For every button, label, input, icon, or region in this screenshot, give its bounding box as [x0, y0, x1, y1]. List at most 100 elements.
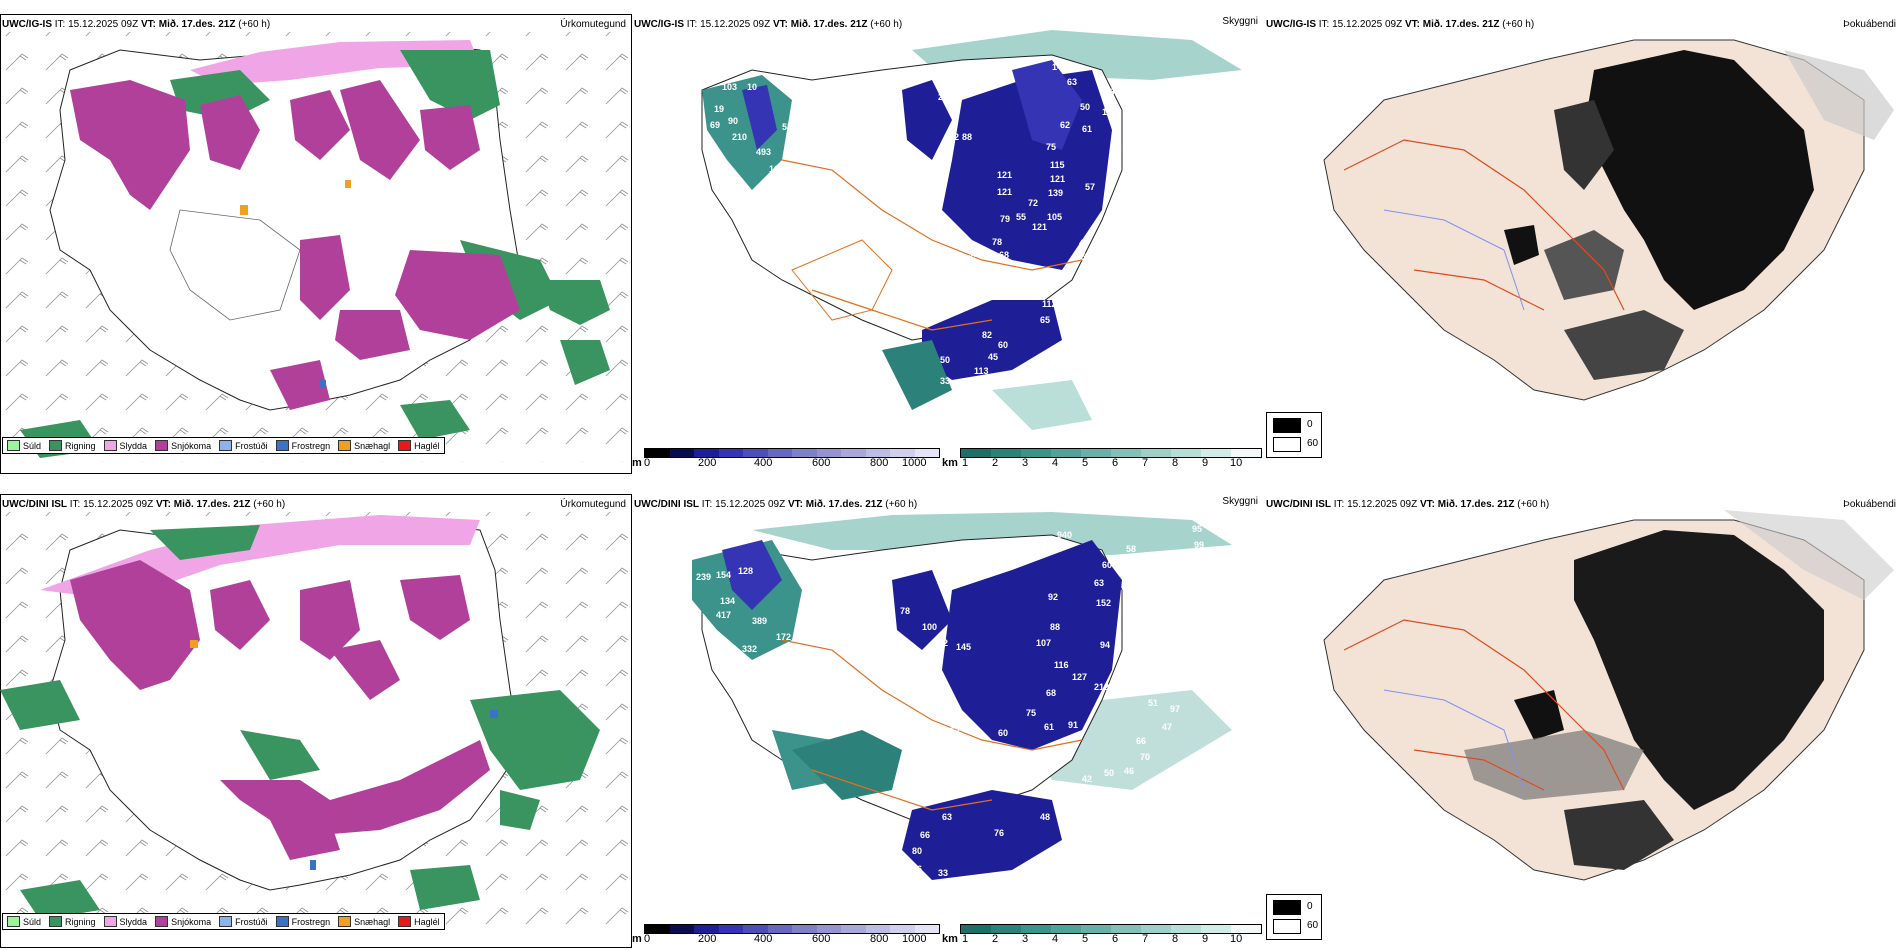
visibility-label: 50	[1080, 102, 1090, 112]
visibility-label: 76	[994, 828, 1004, 838]
label-group: 63 116 106 50 62 61 75 115 121 139 57 10…	[710, 62, 1117, 386]
visibility-label: 55	[1127, 562, 1137, 572]
legend-swatch	[103, 916, 117, 927]
legend-label: Frostúði	[235, 440, 268, 451]
init-time: IT: 15.12.2025 09Z	[1318, 19, 1403, 30]
valid-time: Mið. 17.des. 21Z	[1422, 19, 1500, 30]
visibility-unit: km	[942, 933, 958, 945]
fog-legend-dini: 0 60	[1266, 894, 1322, 940]
fog-legend-label: 60	[1307, 920, 1319, 931]
colorbar-segment	[1021, 925, 1051, 933]
init-time: IT: 15.12.2025 09Z	[69, 499, 154, 510]
precip-map-igis	[1, 32, 629, 462]
visibility-panel-igis: UWC/IG-IS IT: 15.12.2025 09Z VT: Mið. 17…	[632, 10, 1264, 475]
terrain-tick: 800	[870, 933, 889, 945]
legend-item: Frostregn	[275, 440, 330, 451]
legend-item: Haglél	[398, 440, 440, 451]
visibility-label: 127	[1072, 672, 1087, 682]
visibility-label: 94	[1100, 640, 1110, 650]
visibility-colorbar: km 1 2 3 4 5 6 7 8 9 10	[942, 923, 1264, 947]
visibility-tick: 1	[962, 457, 969, 469]
visibility-label: 69	[710, 120, 720, 130]
legend-swatch	[49, 440, 63, 451]
legend-label: Haglél	[414, 440, 440, 451]
valid-time: Mið. 17.des. 21Z	[805, 499, 883, 510]
visibility-label: 10	[747, 82, 757, 92]
colorbar-segment	[1231, 925, 1261, 933]
visibility-label: 14	[1052, 62, 1062, 72]
valid-time: Mið. 17.des. 21Z	[173, 499, 251, 510]
legend-label: Slydda	[119, 440, 148, 451]
visibility-label: 57	[968, 249, 978, 259]
model-name: UWC/IG-IS	[1266, 19, 1316, 30]
visibility-label: 210	[732, 132, 747, 142]
visibility-label: 79	[1000, 214, 1010, 224]
visibility-label: 103	[722, 82, 737, 92]
colorbar-segment	[1231, 449, 1261, 457]
visibility-tick: 9	[1202, 457, 1209, 469]
colorbar-segment	[645, 925, 670, 933]
colorbar-segment	[1201, 925, 1231, 933]
legend-label: Frostregn	[291, 916, 331, 927]
legend-label: Snæhagl	[354, 916, 391, 927]
visibility-tick: 7	[1142, 933, 1149, 945]
visibility-tick: 2	[992, 933, 999, 945]
visibility-label: 95	[1192, 524, 1202, 534]
visibility-label: 62	[1060, 120, 1070, 130]
panel-title: Skyggni	[1222, 16, 1258, 27]
visibility-label: 136	[1112, 686, 1127, 696]
colorbar-segment	[645, 449, 670, 457]
visibility-label: 55	[1016, 212, 1026, 222]
legend-swatch	[155, 440, 169, 451]
visibility-label: 66	[920, 830, 930, 840]
panel-title: Skyggni	[1222, 496, 1258, 507]
visibility-label: 121	[1032, 222, 1047, 232]
lead-time: (+60 h)	[1502, 19, 1535, 30]
visibility-label: 100	[922, 622, 937, 632]
visibility-label: 113	[974, 366, 989, 376]
legend-label: Snjókoma	[171, 916, 212, 927]
visibility-label: 121	[1050, 174, 1065, 184]
terrain-tick: 1000	[902, 933, 927, 945]
visibility-label: 332	[742, 644, 757, 654]
visibility-label: 80	[912, 846, 922, 856]
visibility-label: 239	[696, 572, 711, 582]
visibility-label: 128	[738, 566, 753, 576]
colorbar-segment	[1201, 449, 1231, 457]
valid-time-label: VT:	[772, 19, 788, 30]
colorbar-segment	[914, 925, 939, 933]
precip-map-dini	[0, 512, 629, 932]
fog-legend-swatch	[1273, 418, 1301, 433]
terrain-unit: m	[632, 457, 642, 469]
visibility-label: 940	[1057, 530, 1072, 540]
fog-legend-swatch	[1273, 900, 1301, 915]
colorbar-segment	[890, 925, 915, 933]
visibility-label: 69	[1062, 289, 1072, 299]
colorbar-segment	[1171, 449, 1201, 457]
valid-time-label: VT:	[1419, 499, 1435, 510]
colorbar-segment	[841, 925, 866, 933]
visibility-label: 91	[894, 245, 904, 255]
legend-swatch	[219, 440, 233, 451]
colorbar-segment	[961, 449, 991, 457]
visibility-colorbar-bar	[960, 924, 1262, 934]
panel-header: UWC/IG-IS IT: 15.12.2025 09Z VT: Mið. 17…	[634, 16, 1260, 33]
visibility-label: 19	[714, 104, 724, 114]
visibility-label: 45	[1076, 252, 1086, 262]
panel-header: UWC/IG-IS IT: 15.12.2025 09Z VT: Mið. 17…	[1266, 17, 1898, 33]
fog-panel-igis: UWC/IG-IS IT: 15.12.2025 09Z VT: Mið. 17…	[1264, 10, 1900, 475]
visibility-label: 51	[1148, 698, 1158, 708]
legend-swatch	[219, 916, 233, 927]
legend-swatch	[49, 916, 63, 927]
visibility-label: 63	[942, 812, 952, 822]
colorbar-segment	[1111, 925, 1141, 933]
fog-legend-label: 0	[1307, 419, 1313, 430]
terrain-colorbar: m 0 200 400 600 800 1000	[632, 923, 942, 947]
visibility-map-igis: 63 116 106 50 62 61 75 115 121 139 57 10…	[701, 30, 1242, 430]
visibility-label: 115	[1050, 160, 1065, 170]
visibility-tick: 8	[1172, 933, 1179, 945]
visibility-label: 58	[782, 122, 792, 132]
visibility-label: 493	[756, 147, 771, 157]
terrain-unit: m	[632, 933, 642, 945]
visibility-label: 55	[952, 236, 962, 246]
